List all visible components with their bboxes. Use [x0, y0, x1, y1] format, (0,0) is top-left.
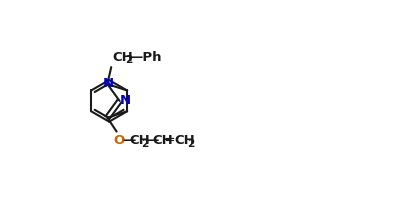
Text: —Ph: —Ph — [129, 51, 162, 64]
Text: 2: 2 — [141, 139, 148, 149]
Text: N: N — [103, 77, 114, 90]
Text: CH: CH — [129, 134, 150, 147]
Text: 2: 2 — [125, 55, 132, 65]
Text: CH: CH — [174, 134, 195, 147]
Text: —: — — [122, 134, 135, 147]
Text: CH: CH — [153, 134, 174, 147]
Text: N: N — [119, 94, 131, 107]
Text: O: O — [114, 134, 125, 147]
Text: CH: CH — [113, 51, 133, 64]
Text: 2: 2 — [187, 139, 194, 149]
Text: —: — — [145, 134, 158, 147]
Text: ═: ═ — [165, 134, 173, 147]
